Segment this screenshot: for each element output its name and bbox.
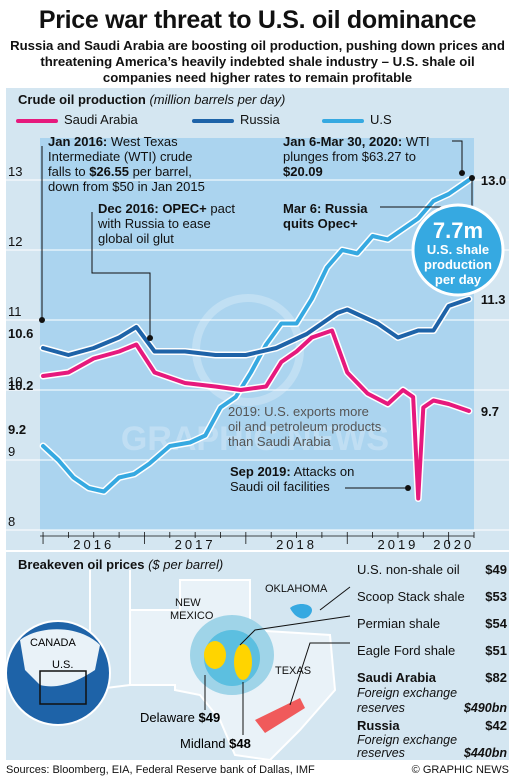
annotation-mar6: Mar 6: Russia: [283, 201, 368, 216]
breakeven-row-permian: Permian shale $54: [357, 616, 507, 631]
label-delaware: Delaware $49: [140, 710, 220, 725]
saudi-reserves-label: Foreign exchange: [357, 686, 458, 700]
y-tick-label: 12: [8, 234, 22, 249]
breakeven-row-eagle: Eagle Ford shale $51: [357, 643, 507, 658]
annotation-jan2020: Jan 6-Mar 30, 2020: WTI: [283, 134, 430, 149]
annotation-sep2019: Sep 2019: Attacks on: [230, 464, 354, 479]
x-tick-label: 2019: [377, 537, 418, 552]
label-us: U.S.: [52, 659, 73, 671]
leader-permian: [239, 615, 351, 646]
label-oklahoma: OKLAHOMA: [265, 583, 328, 595]
annotation-us2019-l2: oil and petroleum products: [228, 419, 382, 434]
data-label: 13.0: [481, 173, 506, 188]
bubble-line2: production: [424, 257, 492, 272]
russia-reserves-row: reserves $440bn: [357, 746, 507, 760]
y-tick-label: 8: [8, 514, 15, 529]
y-tick-label: 11: [8, 304, 22, 319]
annotation-dec2016-l3: global oil glut: [98, 231, 174, 246]
data-label: 11.3: [481, 292, 506, 307]
label-texas: TEXAS: [275, 665, 311, 677]
annotation-dot-dec2016: [147, 335, 153, 341]
eagle-ford-shale: [255, 698, 305, 733]
x-tick-label: 2018: [276, 537, 317, 552]
annotation-sep2019-l2: Saudi oil facilities: [230, 479, 330, 494]
page-subtitle: Russia and Saudi Arabia are boosting oil…: [10, 38, 505, 85]
data-label: 9.7: [481, 404, 499, 419]
annotation-dec2016-l2: with Russia to ease: [97, 216, 211, 231]
x-tick-label: 2017: [175, 537, 216, 552]
chart-legend: Saudi Arabia Russia U.S: [0, 112, 515, 128]
annotation-jan2016-l2: Intermediate (WTI) crude: [48, 149, 193, 164]
y-tick-label: 10: [8, 374, 22, 389]
footer: Sources: Bloomberg, EIA, Federal Reserve…: [6, 764, 509, 776]
data-label: 10.6: [8, 326, 33, 341]
annotation-us2019-l3: than Saudi Arabia: [228, 434, 331, 449]
x-tick-label: 2016: [73, 537, 114, 552]
scoop-stack-shale: [290, 604, 312, 619]
legend-swatch-us: [322, 119, 364, 123]
label-midland: Midland $48: [180, 736, 251, 751]
annotation-dot-sep2019: [405, 485, 411, 491]
breakeven-row-saudi: Saudi Arabia $82: [357, 670, 507, 685]
legend-label-us: U.S: [370, 112, 392, 127]
chart-title: Crude oil production (million barrels pe…: [18, 92, 286, 107]
series-line-russia: [41, 297, 471, 357]
annotation-dec2016: Dec 2016: OPEC+ pact: [98, 201, 235, 216]
annotation-leader-dec2016: [91, 212, 151, 338]
annotation-dot-mar6: [469, 175, 475, 181]
series-line-u-s: [41, 178, 471, 494]
midland-basin: [234, 644, 252, 680]
globe-focus-box: [39, 670, 87, 705]
page-title: Price war threat to U.S. oil dominance: [38, 6, 477, 34]
bubble-value: 7.7m: [433, 218, 483, 243]
label-new-mexico-2: MEXICO: [170, 610, 214, 622]
annotation-jan2020-l2: plunges from $63.27 to: [283, 149, 416, 164]
delaware-basin: [204, 641, 226, 669]
legend-label-saudi: Saudi Arabia: [64, 112, 138, 127]
annotation-mar6-l2: quits Opec+: [283, 216, 358, 231]
russia-reserves-label: Foreign exchange: [357, 733, 458, 747]
annotation-dot-jan2020: [459, 170, 465, 176]
annotation-dot-jan2016: [39, 317, 45, 323]
footer-credit: © GRAPHIC NEWS: [411, 764, 509, 776]
breakeven-row-nonshale: U.S. non-shale oil $49: [357, 562, 507, 577]
legend-swatch-russia: [192, 119, 234, 123]
label-new-mexico: NEW: [175, 597, 201, 609]
data-label: 9.2: [8, 422, 26, 437]
annotation-jan2016-l3: falls to $26.55 per barrel,: [48, 164, 192, 179]
data-label: 10.2: [8, 378, 33, 393]
annotation-leader-jan2020: [452, 140, 463, 173]
breakeven-title: Breakeven oil prices ($ per barrel): [18, 557, 224, 572]
saudi-reserves-row: reserves $490bn: [357, 701, 507, 715]
annotation-jan2016: Jan 2016: West Texas: [48, 134, 178, 149]
x-tick-label: 2020: [433, 537, 474, 552]
y-tick-label: 9: [8, 444, 15, 459]
leader-eagle: [289, 642, 350, 706]
annotation-jan2020-l3: $20.09: [283, 164, 323, 179]
shale-map: NEW MEXICO OKLAHOMA TEXAS Delaware $49 M…: [5, 570, 351, 760]
globe: CANADA U.S.: [5, 620, 111, 726]
breakeven-row-russia: Russia $42: [357, 718, 507, 733]
series-line-saudi-arabia: [41, 328, 471, 501]
us-shale-bubble: 7.7m U.S. shale production per day: [411, 203, 505, 297]
y-tick-label: 13: [8, 164, 22, 179]
leader-scoop: [319, 586, 351, 611]
label-canada: CANADA: [30, 637, 77, 649]
legend-label-russia: Russia: [240, 112, 280, 127]
legend-swatch-saudi: [16, 119, 58, 123]
breakeven-row-scoop: Scoop Stack shale $53: [357, 589, 507, 604]
bubble-line3: per day: [435, 272, 482, 287]
annotation-us2019: 2019: U.S. exports more: [228, 404, 369, 419]
annotation-jan2016-l4: down from $50 in Jan 2015: [48, 179, 205, 194]
bubble-line1: U.S. shale: [427, 242, 489, 257]
footer-sources: Sources: Bloomberg, EIA, Federal Reserve…: [6, 764, 315, 776]
